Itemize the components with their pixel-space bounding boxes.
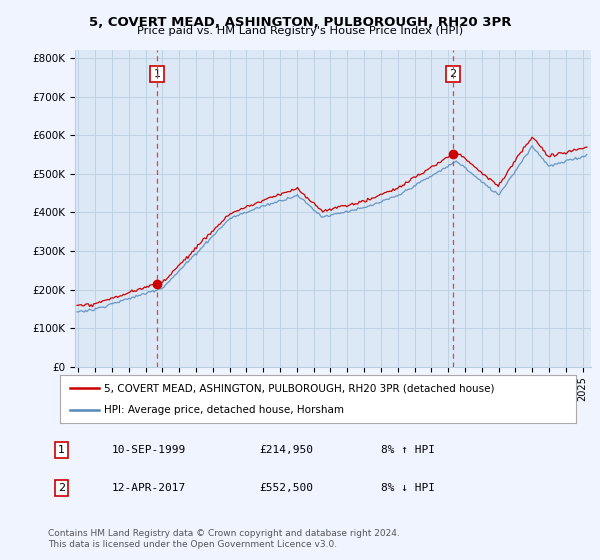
Text: Contains HM Land Registry data © Crown copyright and database right 2024.
This d: Contains HM Land Registry data © Crown c… [48, 529, 400, 549]
Text: 5, COVERT MEAD, ASHINGTON, PULBOROUGH, RH20 3PR (detached house): 5, COVERT MEAD, ASHINGTON, PULBOROUGH, R… [104, 383, 494, 393]
Text: 8% ↑ HPI: 8% ↑ HPI [380, 445, 434, 455]
Text: 5, COVERT MEAD, ASHINGTON, PULBOROUGH, RH20 3PR: 5, COVERT MEAD, ASHINGTON, PULBOROUGH, R… [89, 16, 511, 29]
Text: 10-SEP-1999: 10-SEP-1999 [112, 445, 185, 455]
Text: HPI: Average price, detached house, Horsham: HPI: Average price, detached house, Hors… [104, 405, 344, 415]
Text: 2: 2 [449, 69, 457, 79]
Text: 12-APR-2017: 12-APR-2017 [112, 483, 185, 493]
Text: 1: 1 [58, 445, 65, 455]
Text: Price paid vs. HM Land Registry's House Price Index (HPI): Price paid vs. HM Land Registry's House … [137, 26, 463, 36]
Text: £552,500: £552,500 [259, 483, 313, 493]
Text: 1: 1 [154, 69, 161, 79]
Text: 8% ↓ HPI: 8% ↓ HPI [380, 483, 434, 493]
Text: 2: 2 [58, 483, 65, 493]
Text: £214,950: £214,950 [259, 445, 313, 455]
